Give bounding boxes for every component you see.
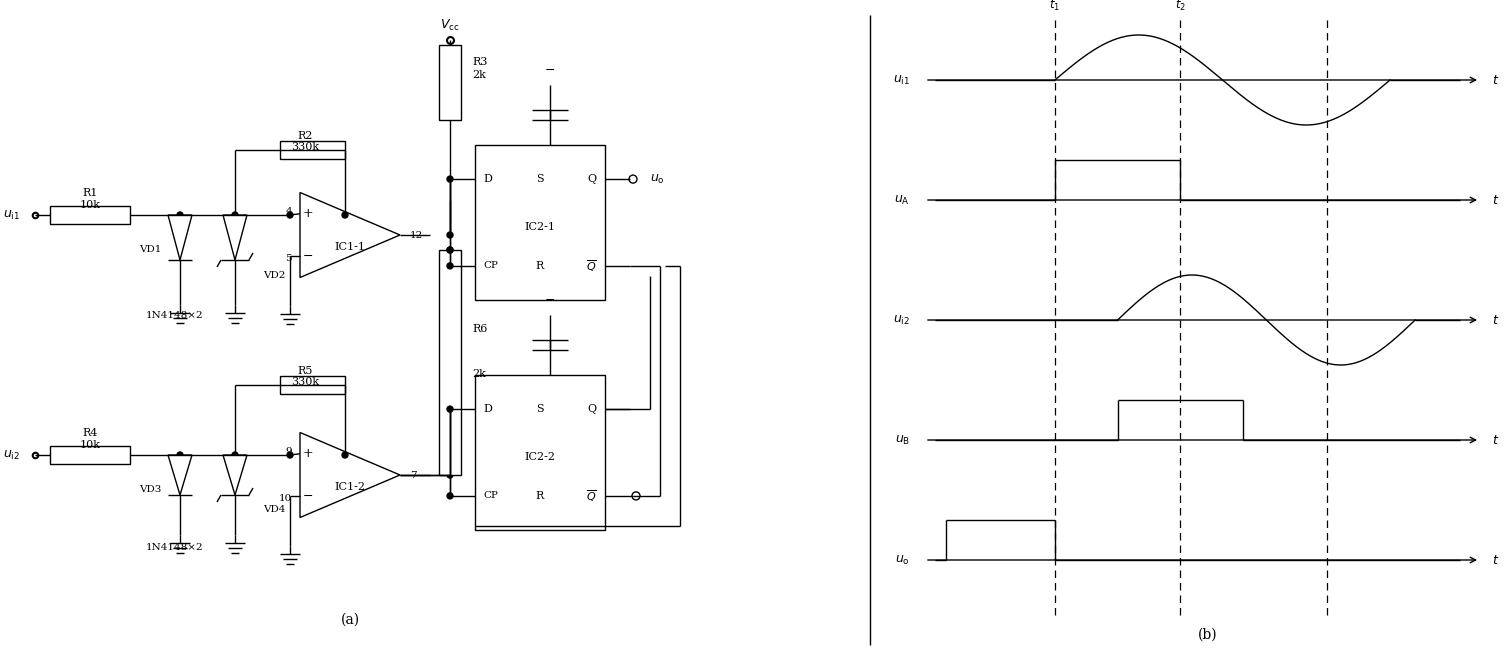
Polygon shape — [167, 455, 191, 495]
Text: 7: 7 — [410, 471, 416, 480]
Circle shape — [286, 212, 292, 218]
Circle shape — [448, 232, 454, 238]
Circle shape — [232, 452, 238, 458]
Text: 12: 12 — [410, 231, 423, 239]
Polygon shape — [223, 215, 247, 260]
Text: Q: Q — [588, 404, 597, 414]
Text: $t$: $t$ — [1492, 194, 1499, 206]
Text: S: S — [536, 404, 544, 414]
Text: 1N4148×2: 1N4148×2 — [146, 310, 203, 320]
Text: R1: R1 — [83, 188, 98, 198]
Text: 10: 10 — [279, 494, 292, 503]
Text: +: + — [303, 207, 313, 220]
Text: −: − — [303, 250, 313, 263]
Text: $t$: $t$ — [1492, 554, 1499, 567]
Text: 330k: 330k — [291, 377, 319, 387]
Polygon shape — [300, 432, 399, 517]
Bar — [475, 145, 604, 300]
Text: $u_{\rm o}$: $u_{\rm o}$ — [895, 554, 910, 567]
Text: 1N4148×2: 1N4148×2 — [146, 542, 203, 552]
Text: 10k: 10k — [80, 200, 101, 210]
Text: R6: R6 — [472, 324, 487, 333]
Circle shape — [448, 472, 454, 478]
Text: $t_2$: $t_2$ — [1175, 0, 1186, 13]
Text: IC1-2: IC1-2 — [335, 482, 366, 492]
Text: $t$: $t$ — [1492, 434, 1499, 447]
Text: (a): (a) — [341, 613, 360, 627]
Circle shape — [232, 212, 238, 218]
Text: R4: R4 — [83, 428, 98, 438]
Circle shape — [448, 176, 454, 182]
Text: $u_{\rm B}$: $u_{\rm B}$ — [895, 434, 910, 447]
Bar — [439, 45, 461, 120]
Text: IC2-1: IC2-1 — [524, 223, 556, 233]
Circle shape — [448, 247, 454, 253]
Polygon shape — [300, 192, 399, 277]
Circle shape — [448, 406, 454, 412]
Bar — [50, 446, 130, 464]
Circle shape — [342, 452, 348, 458]
Text: +: + — [303, 447, 313, 460]
Text: IC1-1: IC1-1 — [335, 242, 366, 252]
Text: 4: 4 — [285, 207, 292, 216]
Text: VD1: VD1 — [139, 246, 161, 254]
Text: 2k: 2k — [472, 70, 485, 80]
Text: $u_{\rm i2}$: $u_{\rm i2}$ — [894, 314, 910, 327]
Text: $\overline{Q}$: $\overline{Q}$ — [586, 488, 597, 503]
Circle shape — [176, 452, 182, 458]
Bar — [475, 375, 604, 530]
Text: VD3: VD3 — [139, 486, 161, 494]
Polygon shape — [167, 215, 191, 260]
Text: S: S — [536, 174, 544, 184]
Text: 9: 9 — [285, 447, 292, 456]
Bar — [280, 376, 345, 394]
Text: IC2-2: IC2-2 — [524, 453, 556, 463]
Text: $u_{\rm A}$: $u_{\rm A}$ — [894, 194, 910, 206]
Text: 330k: 330k — [291, 142, 319, 152]
Text: $t$: $t$ — [1492, 74, 1499, 86]
Text: −: − — [546, 63, 556, 76]
Polygon shape — [223, 455, 247, 495]
Text: D: D — [484, 404, 491, 414]
Circle shape — [448, 493, 454, 499]
Circle shape — [448, 263, 454, 269]
Text: R: R — [536, 261, 544, 271]
Text: −: − — [303, 490, 313, 503]
Text: $t$: $t$ — [1492, 314, 1499, 326]
Bar — [280, 141, 345, 159]
Circle shape — [176, 212, 182, 218]
Text: VD2: VD2 — [264, 270, 285, 279]
Text: (b): (b) — [1198, 628, 1218, 642]
Text: R5: R5 — [297, 366, 312, 376]
Circle shape — [448, 247, 454, 253]
Text: VD4: VD4 — [264, 505, 285, 515]
Text: $u_{\rm i2}$: $u_{\rm i2}$ — [3, 449, 20, 461]
Text: $u_{\rm i1}$: $u_{\rm i1}$ — [3, 208, 20, 221]
Circle shape — [286, 452, 292, 458]
Bar — [50, 206, 130, 224]
Text: D: D — [484, 174, 491, 184]
Text: R3: R3 — [472, 57, 487, 67]
Text: $u_{\rm o}$: $u_{\rm o}$ — [650, 173, 665, 186]
Text: $V_{\rm cc}$: $V_{\rm cc}$ — [440, 17, 460, 32]
Text: 2k: 2k — [472, 369, 485, 379]
Text: R2: R2 — [297, 131, 312, 141]
Bar — [439, 250, 461, 475]
Text: 5: 5 — [285, 254, 292, 263]
Text: −: − — [546, 293, 556, 306]
Text: CP: CP — [484, 492, 497, 500]
Text: CP: CP — [484, 262, 497, 270]
Text: 10k: 10k — [80, 440, 101, 450]
Text: $t_1$: $t_1$ — [1049, 0, 1061, 13]
Text: Q: Q — [588, 174, 597, 184]
Text: R: R — [536, 491, 544, 501]
Circle shape — [342, 212, 348, 218]
Text: $u_{\rm i1}$: $u_{\rm i1}$ — [894, 73, 910, 86]
Text: $\overline{Q}$: $\overline{Q}$ — [586, 258, 597, 273]
